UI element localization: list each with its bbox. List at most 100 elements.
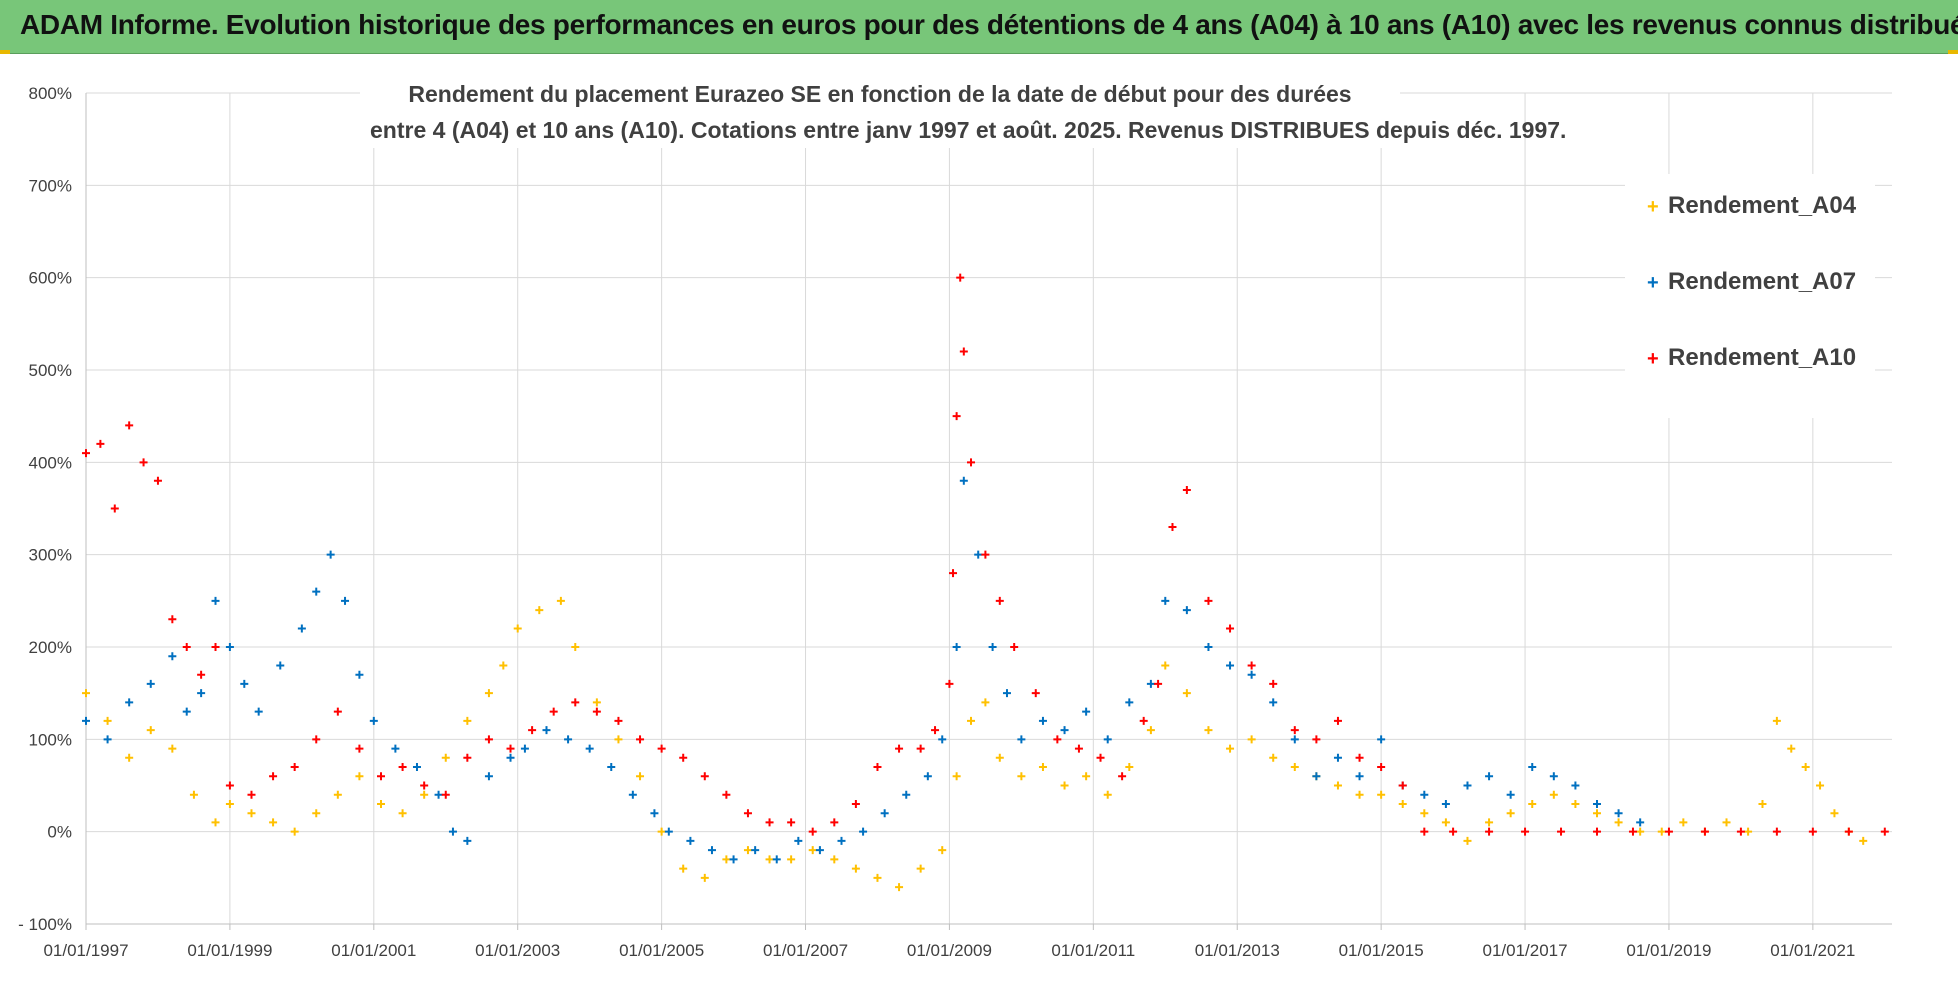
banner: ADAM Informe. Evolution historique des p… [0, 0, 1958, 54]
data-point [1593, 827, 1601, 836]
x-tick-label: 01/01/2013 [1195, 941, 1280, 960]
data-point [679, 753, 688, 762]
data-point [1226, 624, 1235, 633]
data-point [952, 412, 961, 421]
data-point [506, 753, 515, 762]
data-point [484, 689, 493, 698]
data-point [82, 689, 90, 698]
data-point [542, 726, 551, 735]
data-point [743, 809, 752, 818]
data-point [1082, 772, 1091, 781]
data-point [441, 790, 450, 799]
data-point [247, 809, 256, 818]
data-point [1103, 790, 1112, 799]
legend: + Rendement_A04 + Rendement_A07 + Rendem… [1625, 174, 1875, 418]
data-point [1010, 643, 1019, 651]
x-tick-label: 01/01/1999 [187, 941, 272, 960]
data-point [1333, 753, 1342, 762]
data-point [1226, 661, 1235, 670]
data-point [326, 550, 335, 559]
data-point [355, 670, 364, 679]
data-point [1002, 689, 1011, 698]
data-point [636, 772, 645, 781]
data-point [1146, 726, 1155, 735]
data-point [1420, 790, 1429, 799]
data-point [290, 827, 299, 836]
data-point [1204, 596, 1213, 605]
legend-label-a07: Rendement_A07 [1668, 268, 1857, 295]
y-tick-label: 200% [29, 638, 72, 657]
data-point [995, 753, 1004, 762]
data-point [1593, 809, 1601, 818]
data-point [103, 716, 112, 725]
data-point [1506, 790, 1515, 799]
data-point [528, 726, 537, 735]
y-tick-label: 0% [47, 823, 72, 842]
data-point [1377, 735, 1386, 744]
data-point [956, 273, 965, 282]
data-point [1226, 744, 1235, 753]
data-point [269, 772, 278, 781]
legend-label-a04: Rendement_A04 [1668, 192, 1857, 219]
data-point [1772, 716, 1781, 725]
data-point [290, 763, 299, 772]
y-tick-label: 600% [29, 269, 72, 288]
data-point [1571, 799, 1580, 808]
data-point [1082, 707, 1091, 716]
data-point [1398, 799, 1407, 808]
data-point [1485, 827, 1494, 836]
data-point [355, 744, 364, 753]
data-point [1269, 698, 1278, 707]
chart-title-line-2: entre 4 (A04) et 10 ans (A10). Cotations… [370, 117, 1567, 143]
data-point [1168, 522, 1177, 531]
data-point [139, 458, 148, 467]
data-point [1801, 763, 1810, 772]
y-tick-label: 700% [29, 176, 72, 195]
data-point [448, 827, 457, 836]
data-point [506, 744, 515, 753]
data-point [153, 476, 162, 485]
data-point [949, 569, 958, 578]
legend-item-a04: + Rendement_A04 [1625, 182, 1875, 258]
data-point [1074, 744, 1083, 753]
chart-title: Rendement du placement Eurazeo SE en fon… [360, 76, 1567, 148]
data-point [535, 606, 544, 615]
series-rendement_a10 [82, 273, 1889, 836]
data-point [312, 735, 321, 744]
data-point [463, 836, 472, 845]
data-point [197, 670, 206, 679]
data-point [1628, 827, 1637, 836]
data-point [700, 873, 709, 882]
data-point [1398, 781, 1407, 790]
data-point [146, 726, 155, 735]
data-point [1247, 735, 1256, 744]
data-point [377, 799, 386, 808]
data-point [1290, 735, 1299, 744]
data-point [1808, 827, 1817, 836]
data-point [1744, 827, 1753, 836]
data-point [312, 809, 321, 818]
legend-marker-a10: + [1647, 348, 1659, 370]
data-point [297, 624, 306, 633]
data-point [1204, 726, 1213, 735]
data-point [82, 449, 90, 458]
data-point [1377, 763, 1386, 772]
data-point [1161, 661, 1170, 670]
data-point [369, 716, 378, 725]
data-point [988, 643, 997, 651]
data-point [873, 873, 882, 882]
data-point [211, 643, 220, 651]
data-point [981, 550, 990, 559]
banner-title: ADAM Informe. Evolution historique des p… [20, 9, 1958, 40]
data-point [571, 698, 580, 707]
x-tick-label: 01/01/2017 [1482, 941, 1567, 960]
data-point [1636, 827, 1645, 836]
data-point [1017, 772, 1026, 781]
data-point [902, 790, 911, 799]
data-point [1333, 781, 1342, 790]
data-point [686, 836, 695, 845]
y-tick-label: 400% [29, 453, 72, 472]
data-point [772, 855, 781, 864]
data-point [650, 809, 659, 818]
data-point [1722, 818, 1731, 827]
